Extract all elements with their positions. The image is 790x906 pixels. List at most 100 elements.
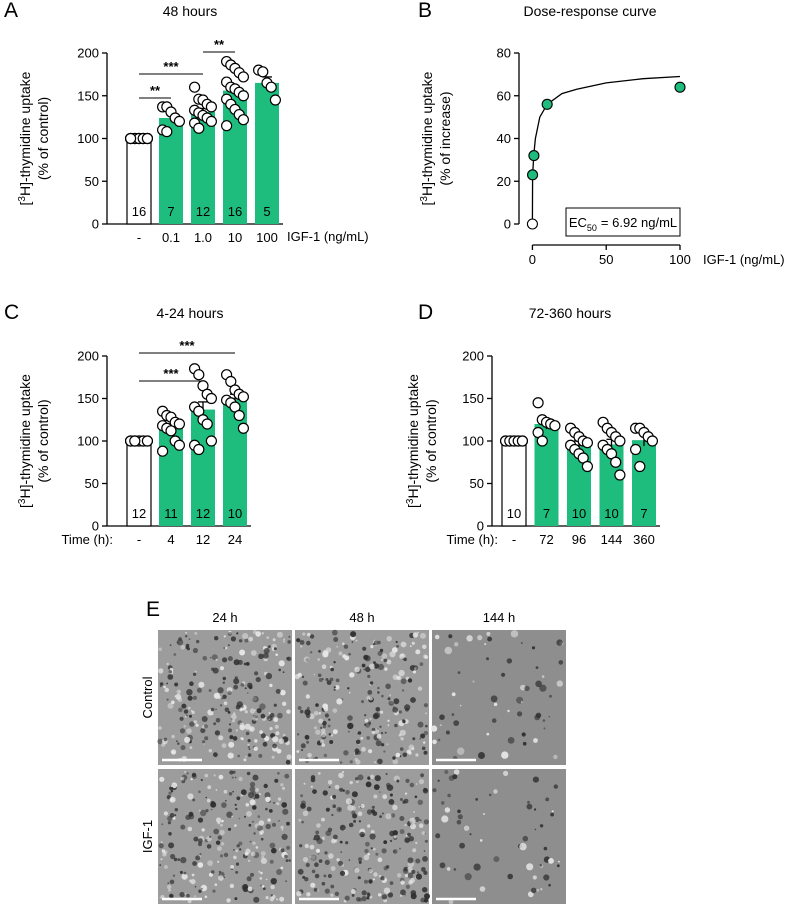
annotation-value: = 6.92 ng/mL [601,215,677,230]
chart-title: 72-360 hours [529,305,612,321]
cell-texture [444,807,451,813]
cell-texture [540,888,543,891]
cell-texture [214,883,218,886]
cell-texture [437,738,441,742]
cell-texture [166,662,169,666]
cell-texture [171,734,175,739]
cell-texture [420,897,426,903]
cell-texture [356,750,361,755]
cell-texture [376,734,382,739]
cell-texture [348,652,351,656]
data-point [269,94,281,106]
cell-texture [160,841,163,844]
cell-texture [261,885,265,888]
cell-texture [272,638,276,642]
cell-texture [367,776,371,780]
cell-texture [222,694,227,699]
cell-texture [272,743,277,749]
n-label: 11 [164,506,178,521]
cell-texture [276,869,283,875]
annotation-text: EC [569,215,587,230]
cell-texture [366,896,370,900]
cell-texture [411,869,416,875]
cell-texture [168,832,172,836]
cell-texture [252,695,259,703]
cell-texture [333,637,339,642]
cell-texture [313,838,315,841]
cell-texture [209,656,212,659]
cell-texture [166,682,169,685]
cell-texture [247,886,253,892]
data-point [141,435,153,447]
cell-texture [227,752,234,759]
annotation-subscript: 50 [587,223,597,233]
cell-texture [226,687,233,693]
cell-texture [221,697,223,700]
cell-texture [358,897,363,902]
cell-texture [493,856,500,863]
cell-texture [195,723,199,727]
cell-texture [244,638,249,643]
cell-texture [388,799,395,805]
data-point [233,409,245,422]
cell-texture [526,803,533,810]
cell-texture [213,722,217,726]
cell-texture [536,888,540,892]
cell-texture [164,865,168,869]
cell-texture [522,741,527,746]
cell-texture [379,725,382,728]
cell-texture [535,712,542,718]
cell-texture [198,809,201,812]
cell-texture [351,641,354,643]
cell-texture [258,870,261,873]
cell-texture [348,822,354,828]
cell-texture [394,723,398,728]
y-tick-label: 150 [462,391,484,406]
cell-texture [265,807,268,811]
cell-texture [260,851,266,856]
cell-texture [217,846,222,851]
y-tick-label: 0 [92,217,99,232]
cell-texture [332,729,338,735]
cell-texture [240,789,247,796]
cell-texture [329,740,334,744]
y-label-superscript: 3 [419,196,430,202]
data-point [141,132,153,145]
cell-texture [193,720,197,724]
x-tick-label: - [137,532,141,547]
cell-texture [317,853,320,855]
cell-texture [249,726,255,732]
data-point [125,132,137,145]
cell-texture [534,808,537,811]
cell-texture [254,793,260,799]
cell-texture [361,700,364,704]
cell-texture [323,706,329,712]
cell-texture [553,784,558,789]
cell-texture [167,702,174,709]
cell-texture [381,743,385,747]
cell-texture [275,653,279,656]
cell-texture [310,777,316,783]
cell-texture [400,894,403,897]
cell-texture [248,859,251,862]
cell-texture [304,843,309,849]
cell-texture [201,716,208,722]
cell-texture [286,754,292,760]
cell-texture [335,678,340,683]
cell-texture [392,707,399,713]
cell-texture [521,732,526,737]
cell-texture [439,862,446,869]
cell-texture [178,707,183,713]
annotation-box [565,207,681,237]
micrograph [294,629,429,765]
cell-texture [179,716,184,721]
cell-texture [501,672,506,677]
cell-texture [350,631,357,638]
cell-texture [539,863,543,867]
cell-texture [451,692,456,697]
cell-texture [233,684,239,690]
cell-texture [430,725,438,732]
cell-texture [284,773,290,779]
cell-texture [491,718,497,723]
cell-texture [444,770,449,774]
